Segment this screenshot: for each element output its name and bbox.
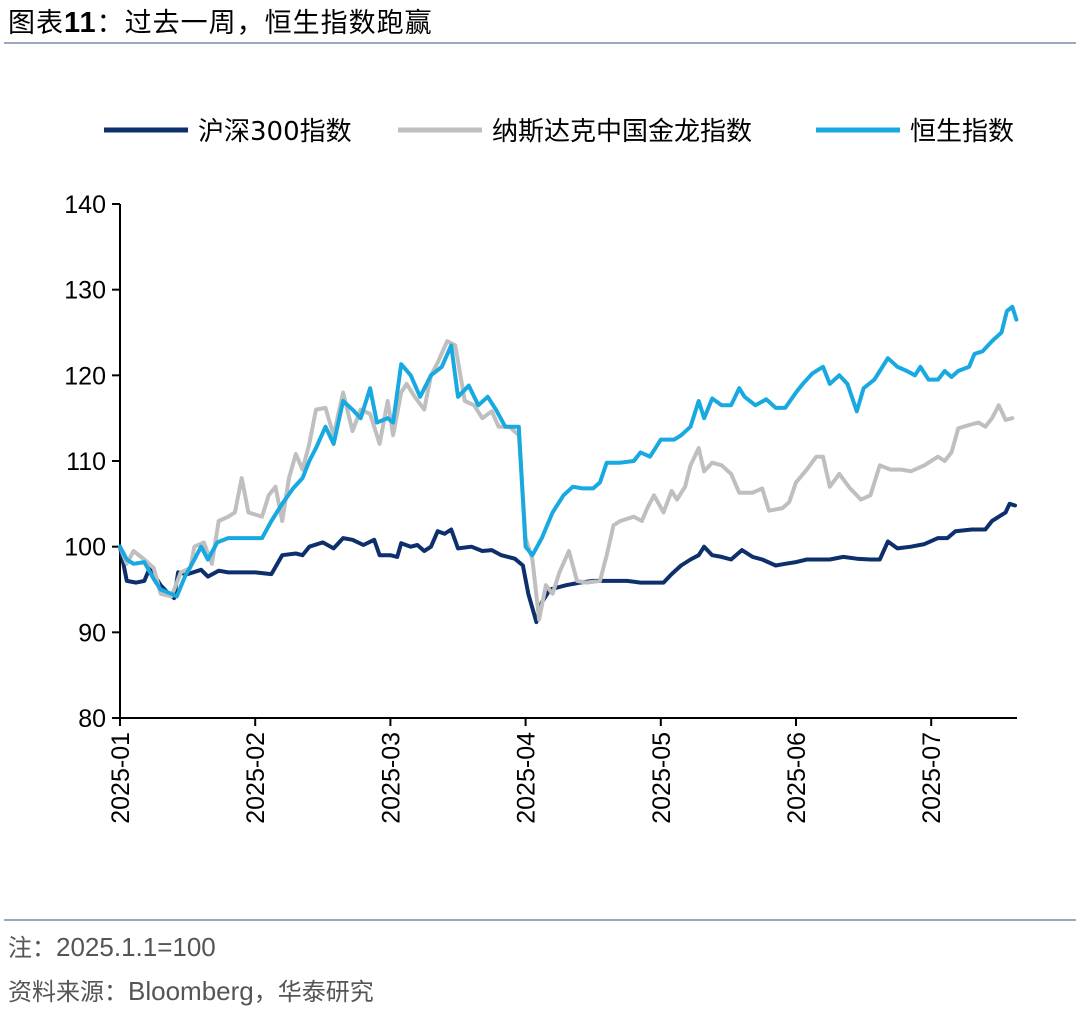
legend-label-csi300: 沪深300指数 [198,117,352,147]
series-line-nasdaq-golden-dragon [118,339,1015,622]
line-chart: 沪深300指数 纳斯达克中国金龙指数 恒生指数 80 90 100 110 120 130 14… [64,117,1019,824]
x-tick-label: 2025-07 [918,732,946,824]
chart-legend: 沪深300指数 纳斯达克中国金龙指数 恒生指数 [104,117,1014,147]
footnote: 注：2025.1.1=100 [8,928,216,963]
series-line-hang-seng [118,304,1019,599]
y-tick-label: 100 [64,534,106,562]
x-tick-label: 2025-05 [648,732,676,824]
title-prefix: 图表 [8,8,64,39]
x-tick-label: 2025-06 [783,732,811,824]
y-tick-label: 110 [66,448,106,476]
top-divider [4,42,1076,44]
y-tick-label: 140 [64,191,106,219]
figure-title: 图表11：过去一周，恒生指数跑赢 [8,4,433,43]
footnote-text: 2025.1.1=100 [56,932,216,962]
title-separator: ： [96,8,125,39]
bottom-divider [4,919,1076,921]
x-tick-label: 2025-02 [242,732,270,824]
y-tick-label: 90 [78,619,106,647]
x-tick-label: 2025-01 [107,732,135,824]
legend-label-hang-seng: 恒生指数 [910,117,1014,147]
source-prefix: 资料来源： [8,978,128,1006]
series-line-csi300 [118,501,1017,625]
chart-series [118,304,1019,625]
source-note: 资料来源：Bloomberg，华泰研究 [8,972,374,1007]
source-name: Bloomberg [128,976,254,1006]
x-tick-label: 2025-03 [377,732,405,824]
legend-label-nasdaq-golden-dragon: 纳斯达克中国金龙指数 [492,117,752,147]
title-text: 过去一周，恒生指数跑赢 [124,8,433,39]
chart-axes: 80 90 100 110 120 130 140 2025-01 2025-02 2025-03… [64,191,1018,824]
y-tick-label: 120 [64,362,106,390]
footnote-prefix: 注： [8,934,56,962]
y-tick-label: 130 [64,277,106,305]
y-tick-label: 80 [78,705,106,733]
x-tick-label: 2025-04 [513,732,541,824]
title-number: 11 [64,7,97,39]
source-suffix: ，华泰研究 [253,978,374,1006]
